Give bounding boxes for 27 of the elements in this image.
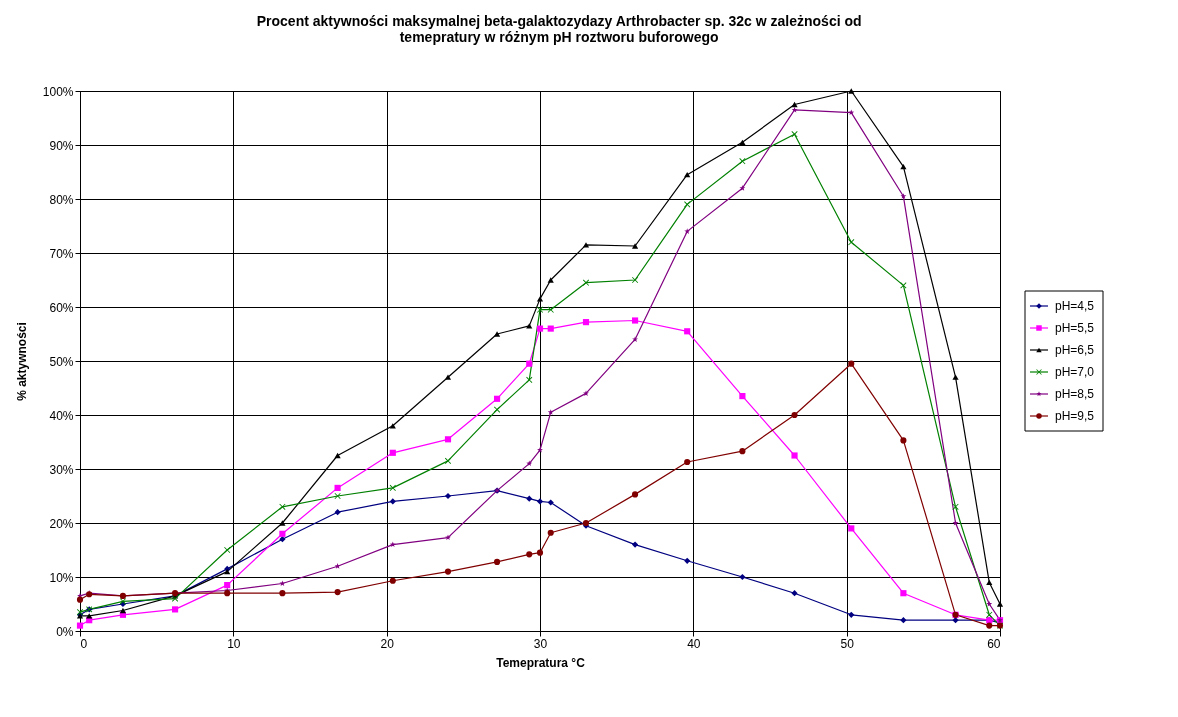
y-tick-label: 10% [49,570,74,585]
y-tick-label: 50% [49,354,74,369]
y-tick-label: 30% [49,462,74,477]
x-axis-title: Temepratura °C [496,655,586,670]
y-tick-label: 40% [49,408,74,423]
x-tick-label: 30 [533,636,548,651]
chart-title: Procent aktywności maksymalnej beta-galaktozydazy Arthrobacter sp. 32c w zależności od temepratury w różnym pH roztworu buforowego [256,12,862,45]
y-tick-label: 20% [49,516,74,531]
y-tick-label: 0% [56,624,74,639]
y-tick-label: 100% [42,84,74,99]
x-tick-label: 0 [80,636,88,651]
legend-label: pH=5,5 [1055,321,1095,335]
legend-label: pH=7,0 [1055,365,1095,379]
y-axis-title: % aktywności [14,322,29,401]
x-tick-label: 20 [380,636,395,651]
legend-label: pH=9,5 [1055,409,1095,423]
y-tick-label: 90% [49,138,74,153]
y-tick-label: 80% [49,192,74,207]
legend-label: pH=6,5 [1055,343,1095,357]
x-tick-label: 10 [227,636,241,651]
legend-label: pH=4,5 [1055,299,1095,313]
x-tick-label: 50 [840,636,855,651]
legend-label: pH=8,5 [1055,387,1095,401]
y-tick-label: 60% [49,300,74,315]
x-tick-label: 40 [687,636,701,651]
y-tick-label: 70% [49,246,74,261]
x-tick-label: 60 [987,636,1001,651]
